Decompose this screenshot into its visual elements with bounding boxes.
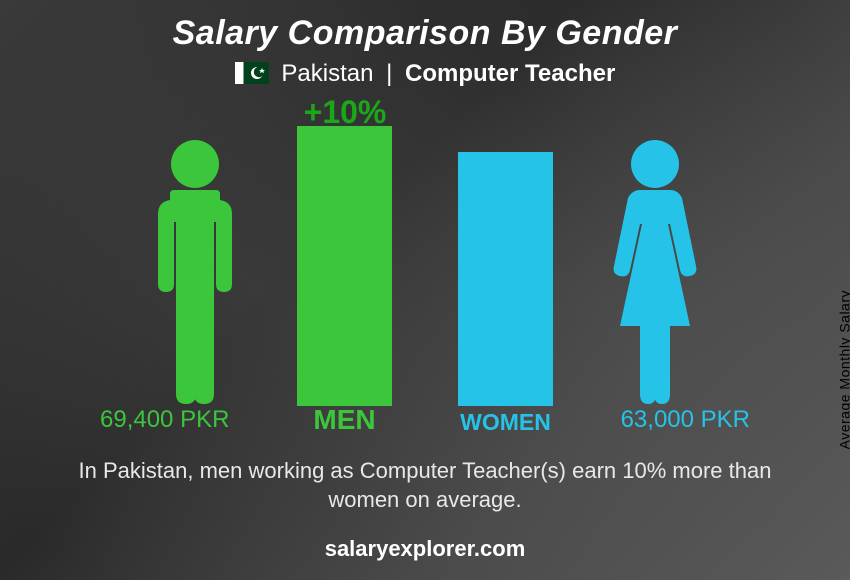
chart-area: +10% 69,400 PKR MEN WOMEN 63,000 PKR: [0, 100, 850, 440]
pakistan-flag-icon: [235, 62, 269, 84]
men-label: MEN: [297, 404, 392, 436]
subtitle: Pakistan | Computer Teacher: [0, 60, 850, 88]
women-label: WOMEN: [458, 409, 553, 436]
men-bar: [297, 126, 392, 406]
source-label: salaryexplorer.com: [0, 536, 850, 562]
women-salary-value: 63,000 PKR: [621, 406, 750, 434]
men-figure-icon: [140, 136, 250, 406]
women-bar: [458, 152, 553, 406]
separator: |: [386, 60, 392, 87]
role-label: Computer Teacher: [405, 60, 615, 87]
description-text: In Pakistan, men working as Computer Tea…: [60, 456, 790, 515]
men-salary-value: 69,400 PKR: [100, 406, 229, 434]
women-figure-icon: [600, 136, 710, 406]
country-label: Pakistan: [281, 60, 373, 87]
page-title: Salary Comparison By Gender: [0, 14, 850, 53]
